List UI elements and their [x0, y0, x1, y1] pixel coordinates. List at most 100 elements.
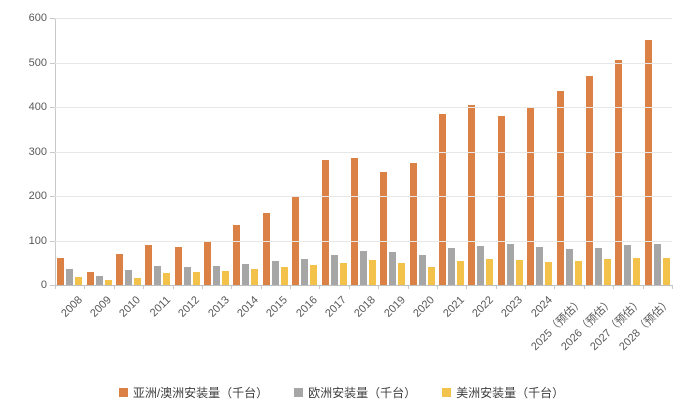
- legend: 亚洲/澳洲安装量（千台） 欧洲安装量（千台） 美洲安装量（千台）: [0, 384, 683, 400]
- bar-group-2022: [466, 18, 495, 285]
- bar: [515, 259, 523, 285]
- bar: [251, 268, 259, 285]
- x-axis-tick-label: 2017: [323, 294, 350, 320]
- bar: [624, 245, 632, 285]
- bar: [644, 40, 652, 285]
- bar: [368, 260, 376, 285]
- bar: [603, 259, 611, 285]
- legend-item: 欧洲安装量（千台）: [294, 384, 416, 401]
- bar-group-2009: [84, 18, 113, 285]
- x-axis-tick-label: 2010: [117, 294, 144, 320]
- x-axis-tick-label: 2013: [205, 294, 232, 320]
- bar: [594, 247, 602, 285]
- bar: [398, 263, 406, 285]
- bar-group-2027（预估）: [613, 18, 642, 285]
- y-axis-tick-label: 300: [28, 145, 47, 158]
- y-axis-tick: [50, 18, 55, 19]
- bar: [204, 240, 212, 285]
- y-axis-tick-label: 100: [28, 234, 47, 247]
- x-axis-tick: [583, 285, 585, 289]
- y-axis-tick-label: 200: [28, 190, 47, 202]
- x-axis-tick: [143, 285, 145, 289]
- bar: [486, 259, 494, 285]
- gridline: [55, 18, 672, 19]
- x-axis-tick: [260, 285, 262, 289]
- bar: [174, 247, 182, 285]
- bar: [133, 277, 141, 285]
- legend-label: 欧洲安装量（千台）: [308, 385, 417, 400]
- x-axis-tick-label: 2024: [528, 294, 555, 320]
- bar-group-2026（预估）: [584, 18, 613, 285]
- bar: [359, 250, 367, 285]
- legend-label: 美洲安装量（千台）: [456, 385, 565, 400]
- bar: [95, 275, 103, 285]
- x-axis-tick: [436, 285, 438, 289]
- bar: [213, 265, 221, 285]
- bar: [222, 270, 230, 285]
- x-axis-line: [55, 285, 672, 286]
- bar: [262, 212, 270, 285]
- bar: [380, 171, 388, 285]
- bar: [115, 253, 123, 285]
- legend-swatch-icon: [442, 387, 452, 397]
- x-axis-tick-label: 2011: [147, 294, 173, 320]
- bar: [556, 91, 564, 285]
- bar-group-2012: [173, 18, 202, 285]
- bar: [448, 248, 456, 285]
- bar: [301, 259, 309, 285]
- y-axis-tick: [50, 151, 55, 153]
- bar-group-2015: [261, 18, 290, 285]
- bar: [350, 158, 358, 285]
- x-axis-tick: [55, 285, 56, 289]
- y-axis-tick: [50, 62, 55, 64]
- bar-groups: [55, 18, 672, 285]
- x-axis-tick: [113, 285, 115, 289]
- bar: [192, 272, 200, 285]
- y-axis-tick-label: 0: [40, 279, 47, 291]
- x-axis-tick-label: 2012: [176, 294, 203, 320]
- bar: [339, 263, 347, 285]
- bar: [310, 265, 318, 285]
- x-axis-tick: [672, 285, 673, 289]
- x-axis-tick-label: 2018: [352, 294, 379, 320]
- legend-label: 亚洲/澳洲安装量（千台）: [132, 385, 269, 400]
- bar: [242, 263, 250, 285]
- x-axis-tick: [378, 285, 380, 289]
- bar: [545, 261, 553, 285]
- x-axis-tick: [348, 285, 350, 289]
- bar: [145, 244, 153, 285]
- x-axis-tick-label: 2014: [235, 294, 261, 320]
- gridline: [55, 151, 672, 153]
- legend-swatch-icon: [294, 387, 304, 397]
- bar: [409, 162, 417, 285]
- bar: [506, 243, 514, 285]
- legend-item: 美洲安装量（千台）: [442, 384, 564, 401]
- x-axis-tick: [554, 285, 556, 289]
- bar: [615, 60, 623, 285]
- bar-group-2011: [143, 18, 172, 285]
- gridline: [55, 107, 672, 108]
- gridline: [55, 240, 672, 242]
- x-axis-tick: [84, 285, 86, 289]
- x-axis-tick-label: 2022: [470, 294, 496, 320]
- bar: [57, 258, 65, 285]
- bar: [271, 261, 279, 285]
- bar-group-2018: [349, 18, 378, 285]
- x-axis-tick: [642, 285, 644, 289]
- bar-group-2014: [231, 18, 260, 285]
- bar: [653, 243, 661, 285]
- bar-group-2019: [378, 18, 407, 285]
- bar-group-2025（预估）: [554, 18, 583, 285]
- bar-group-2028（预估）: [643, 18, 672, 285]
- x-axis-tick-label: 2008: [58, 294, 85, 320]
- bar: [585, 75, 593, 285]
- legend-item: 亚洲/澳洲安装量（千台）: [118, 384, 269, 401]
- x-axis-tick-label: 2021: [440, 294, 467, 320]
- bar: [633, 257, 641, 285]
- bar: [497, 115, 505, 285]
- y-axis-tick-label: 600: [28, 12, 47, 24]
- bar: [418, 254, 426, 285]
- bar-group-2008: [55, 18, 84, 285]
- legend-swatch-icon: [118, 387, 128, 397]
- bar: [104, 280, 112, 285]
